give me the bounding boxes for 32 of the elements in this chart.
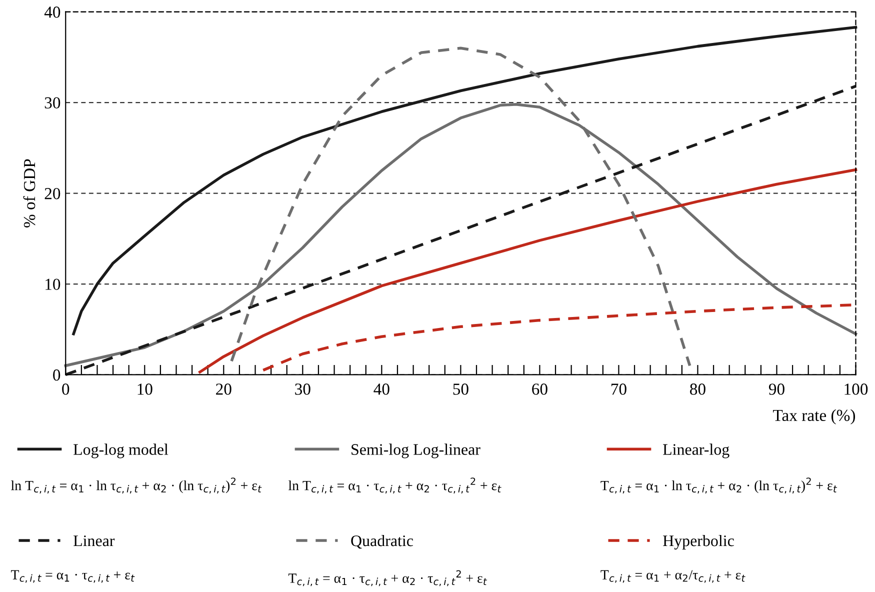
x-tick-label: 0	[62, 384, 70, 395]
y-tick-label: 30	[44, 97, 60, 109]
text: T$_{c,i,t}$ = α$_{1}$ + α$_{2}$/τ$_{c,i,t}$ + ε$_{t}$	[600, 570, 746, 583]
text: T$_{c,i,t}$ = α$_{1}$ · ln τ$_{c,i,t}$ + α$_{2}$ · (ln τ$_{c,i,t}$)$^{2}$ + ε$_{t}$	[600, 478, 838, 494]
legend-label: Hyperbolic	[663, 534, 734, 550]
y-axis-title: % of GDP	[23, 159, 36, 228]
x-tick-label: 90	[768, 384, 784, 395]
x-tick-label: 30	[295, 384, 310, 395]
text: ln T$_{c,i,t}$ = α$_{1}$ · τ$_{c,i,t}$ + α$_{2}$ · τ$_{c,i,t}$$^{2}$ + ε$_{t}$	[288, 478, 502, 494]
y-tick-label: 20	[44, 188, 60, 200]
text: T$_{c,i,t}$ = α$_{1}$ · τ$_{c,i,t}$ + α$_{2}$ · τ$_{c,i,t}$$^{2}$ + ε$_{t}$	[288, 570, 488, 586]
x-tick-label: 40	[374, 384, 390, 395]
y-tick-label: 40	[44, 6, 60, 18]
x-axis-title: Tax rate (%)	[773, 409, 856, 424]
line-series	[198, 168, 858, 374]
legend-label: Quadratic	[351, 534, 413, 549]
x-tick-label: 50	[453, 384, 468, 395]
legend-label: Semi-log Log-linear	[352, 444, 480, 458]
y-tick-label: 0	[53, 369, 60, 381]
x-tick-label: 100	[844, 384, 868, 395]
line-series	[72, 26, 858, 336]
x-tick-label: 70	[611, 384, 626, 395]
legend-label: Log-log model	[74, 444, 168, 458]
x-tick-label: 80	[690, 384, 706, 395]
text: ln T$_{c,i,t}$ = α$_{1}$ · ln τ$_{c,i,t}$ + α$_{2}$ · (ln τ$_{c,i,t}$)$^{2}$ + ε$_{t}$	[11, 478, 262, 494]
legend-label: Linear	[74, 535, 115, 546]
text: T$_{c,i,t}$ = α$_{1}$ · τ$_{c,i,t}$ + ε$_{t}$	[11, 570, 135, 583]
x-tick-label: 60	[532, 384, 548, 395]
legend-label: Linear-log	[663, 444, 730, 458]
x-tick-label: 20	[216, 384, 232, 395]
y-tick-label: 10	[46, 278, 60, 290]
x-tick-label: 10	[138, 384, 152, 395]
